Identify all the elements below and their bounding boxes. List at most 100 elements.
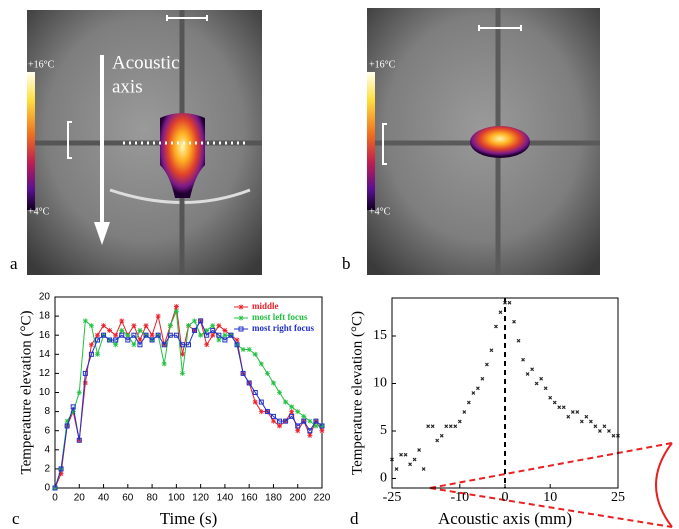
marker: [412, 457, 417, 462]
x-tick-label: 25: [611, 490, 625, 505]
marker: [507, 300, 512, 305]
x-tick-label: -10: [450, 490, 469, 505]
marker: [179, 342, 185, 348]
marker: [76, 437, 82, 443]
marker: [204, 332, 210, 338]
y-tick-label: 10: [373, 376, 387, 391]
marker: [252, 390, 258, 395]
marker: [525, 372, 530, 376]
marker: [210, 327, 216, 333]
marker: [435, 438, 440, 443]
marker: [94, 332, 100, 338]
marker: [408, 462, 413, 467]
legend-marker: [238, 304, 244, 310]
marker: [234, 342, 240, 348]
marker: [471, 391, 476, 395]
scale-min: +4°C: [369, 206, 391, 217]
marker: [539, 376, 544, 381]
x-tick-label: 40: [98, 493, 110, 504]
marker: [216, 323, 222, 329]
marker: [131, 323, 137, 329]
marker: [101, 332, 107, 338]
marker: [530, 367, 535, 372]
x-tick-label: 180: [265, 493, 282, 504]
panel-b: +16°C +4°C b: [342, 8, 600, 275]
marker: [222, 327, 228, 333]
y-tick-label: 14: [39, 349, 51, 360]
marker: [453, 424, 458, 429]
bracket: [382, 123, 387, 165]
y-tick-label: 20: [39, 292, 51, 303]
marker: [246, 380, 252, 386]
marker: [101, 323, 107, 329]
marker: [216, 337, 222, 343]
marker: [301, 418, 307, 424]
marker: [131, 342, 137, 348]
marker: [270, 413, 276, 419]
marker: [64, 423, 70, 429]
marker: [283, 399, 289, 405]
scale-min: +4°C: [28, 206, 50, 217]
marker: [475, 386, 480, 391]
x-tick-label: 100: [168, 493, 185, 504]
color-bar: [27, 72, 35, 210]
marker: [161, 342, 167, 348]
marker: [137, 337, 143, 343]
marker: [186, 323, 191, 329]
marker: [119, 332, 125, 338]
marker: [179, 370, 185, 376]
bracket: [67, 121, 72, 159]
marker: [131, 332, 137, 338]
marker: [307, 432, 313, 438]
marker: [240, 347, 246, 353]
marker: [167, 332, 173, 338]
marker: [64, 418, 70, 424]
marker: [58, 471, 64, 477]
marker: [277, 390, 283, 395]
marker: [228, 332, 234, 338]
marker: [270, 418, 276, 424]
marker: [457, 419, 462, 424]
marker: [426, 424, 431, 429]
marker: [466, 400, 471, 405]
marker: [448, 424, 453, 429]
marker: [277, 423, 283, 429]
marker: [611, 433, 616, 438]
marker: [113, 337, 119, 343]
marker: [173, 332, 179, 338]
marker: [301, 413, 307, 419]
marker: [222, 332, 228, 338]
marker: [204, 327, 210, 333]
y-axis-label: Temperature elevation (°C): [18, 310, 34, 474]
marker: [439, 433, 444, 438]
marker: [307, 418, 313, 424]
marker: [204, 342, 210, 348]
cone-arc: [655, 442, 673, 528]
marker: [394, 467, 399, 471]
marker: [295, 409, 301, 415]
annotation: axis: [112, 76, 143, 97]
cone-line: [429, 442, 673, 528]
marker: [210, 323, 216, 329]
marker: [516, 338, 521, 343]
marker: [258, 361, 264, 367]
annotation: Acoustic: [112, 52, 180, 73]
marker: [403, 452, 408, 457]
y-tick-label: 0: [44, 483, 50, 494]
legend-label: most right focus: [252, 323, 314, 333]
y-tick-label: 10: [39, 387, 51, 398]
marker: [88, 323, 94, 329]
marker: [289, 404, 295, 410]
x-tick-label: 0: [52, 493, 58, 504]
marker: [88, 351, 94, 357]
panel-label: a: [10, 254, 18, 273]
marker: [593, 424, 598, 429]
marker: [125, 337, 131, 343]
marker: [484, 362, 489, 367]
marker: [258, 409, 264, 415]
marker: [390, 457, 394, 462]
marker: [246, 347, 252, 353]
marker: [70, 409, 76, 415]
x-tick-label: 200: [289, 493, 306, 504]
